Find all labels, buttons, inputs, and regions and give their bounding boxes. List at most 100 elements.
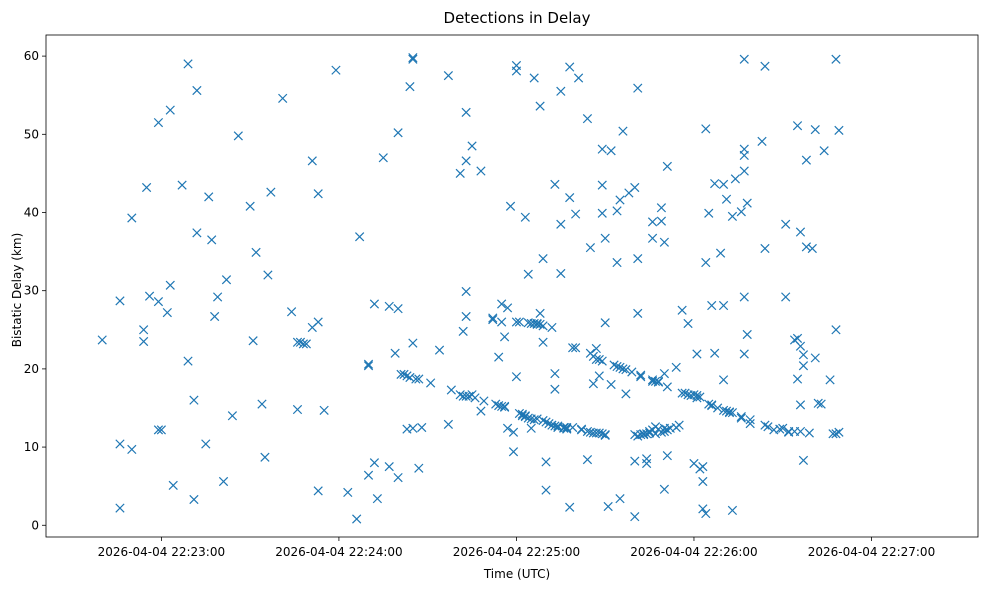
data-point	[245, 201, 255, 211]
data-point	[156, 425, 167, 435]
data-point	[514, 317, 525, 327]
data-point	[819, 146, 829, 156]
data-point	[446, 385, 456, 395]
data-point	[526, 423, 536, 433]
data-point	[641, 458, 652, 469]
data-point	[615, 362, 625, 372]
x-axis-label: Time (UTC)	[483, 567, 550, 581]
data-point	[813, 398, 823, 408]
data-point	[257, 399, 267, 409]
data-point	[810, 353, 820, 363]
data-point	[639, 429, 649, 440]
data-point	[727, 408, 738, 418]
data-point	[730, 174, 741, 184]
data-point	[659, 426, 669, 437]
data-point	[736, 413, 746, 423]
x-tick-label: 2026-04-04 22:23:00	[98, 545, 225, 559]
data-point	[443, 419, 454, 430]
data-point	[597, 208, 607, 218]
data-point	[671, 362, 681, 372]
data-point	[408, 338, 418, 348]
data-point	[798, 350, 809, 360]
data-point	[363, 359, 374, 369]
data-point	[600, 318, 610, 328]
data-point	[455, 390, 465, 400]
data-point	[541, 417, 551, 427]
data-point	[292, 337, 303, 347]
data-point	[520, 212, 530, 222]
data-point	[760, 420, 770, 430]
data-point	[659, 368, 669, 379]
data-point	[535, 101, 545, 111]
data-point	[378, 153, 388, 163]
data-point	[476, 166, 486, 176]
data-point	[511, 317, 522, 327]
data-point	[701, 124, 711, 134]
data-point	[390, 348, 400, 358]
data-point	[115, 296, 125, 306]
data-point	[263, 270, 273, 280]
data-point	[603, 501, 613, 512]
data-point	[307, 156, 317, 166]
data-point	[763, 422, 773, 432]
data-point	[727, 211, 738, 222]
data-point	[621, 389, 631, 399]
data-point	[647, 217, 658, 227]
data-point	[834, 125, 844, 136]
data-point	[520, 411, 530, 422]
data-point	[615, 195, 625, 205]
data-point	[499, 332, 510, 342]
data-point	[141, 182, 152, 193]
data-point	[570, 209, 581, 219]
y-tick-label: 0	[31, 518, 39, 532]
data-point	[606, 379, 616, 390]
data-point	[497, 401, 507, 412]
data-point	[591, 343, 601, 354]
data-point	[718, 405, 729, 415]
data-point	[550, 368, 560, 379]
data-point	[393, 128, 403, 138]
data-point	[757, 136, 767, 146]
data-point	[494, 352, 504, 362]
x-tick-label: 2026-04-04 22:24:00	[275, 545, 402, 559]
data-point	[363, 361, 374, 371]
data-point	[405, 81, 415, 92]
data-point	[505, 201, 516, 211]
data-point	[831, 54, 841, 64]
data-point	[461, 311, 471, 322]
data-point	[798, 455, 809, 465]
data-point	[795, 426, 806, 437]
data-point	[680, 388, 690, 398]
data-point	[739, 54, 749, 64]
data-point	[600, 430, 610, 440]
data-point	[825, 375, 835, 385]
data-point	[532, 414, 542, 424]
x-tick-label: 2026-04-04 22:27:00	[808, 545, 935, 559]
data-point	[588, 379, 598, 389]
data-point	[218, 476, 229, 487]
data-point	[662, 451, 672, 461]
data-point	[153, 425, 164, 435]
data-point	[778, 423, 788, 433]
data-point	[189, 494, 199, 505]
data-point	[701, 257, 711, 268]
data-point	[591, 354, 601, 365]
data-point	[177, 180, 187, 190]
y-axis-label: Bistatic Delay (km)	[10, 233, 24, 348]
data-point	[165, 105, 175, 115]
data-point	[707, 300, 717, 311]
data-point	[568, 343, 578, 353]
data-point	[698, 504, 708, 514]
data-point	[644, 426, 655, 437]
data-point	[713, 403, 723, 413]
data-point	[286, 307, 297, 317]
y-tick-label: 40	[24, 205, 39, 219]
data-point	[810, 124, 820, 135]
data-point	[396, 369, 406, 379]
data-point	[739, 150, 749, 161]
data-point	[677, 388, 687, 398]
data-point	[511, 66, 522, 76]
data-point	[627, 367, 637, 377]
data-point	[189, 395, 199, 405]
data-point	[795, 227, 806, 237]
